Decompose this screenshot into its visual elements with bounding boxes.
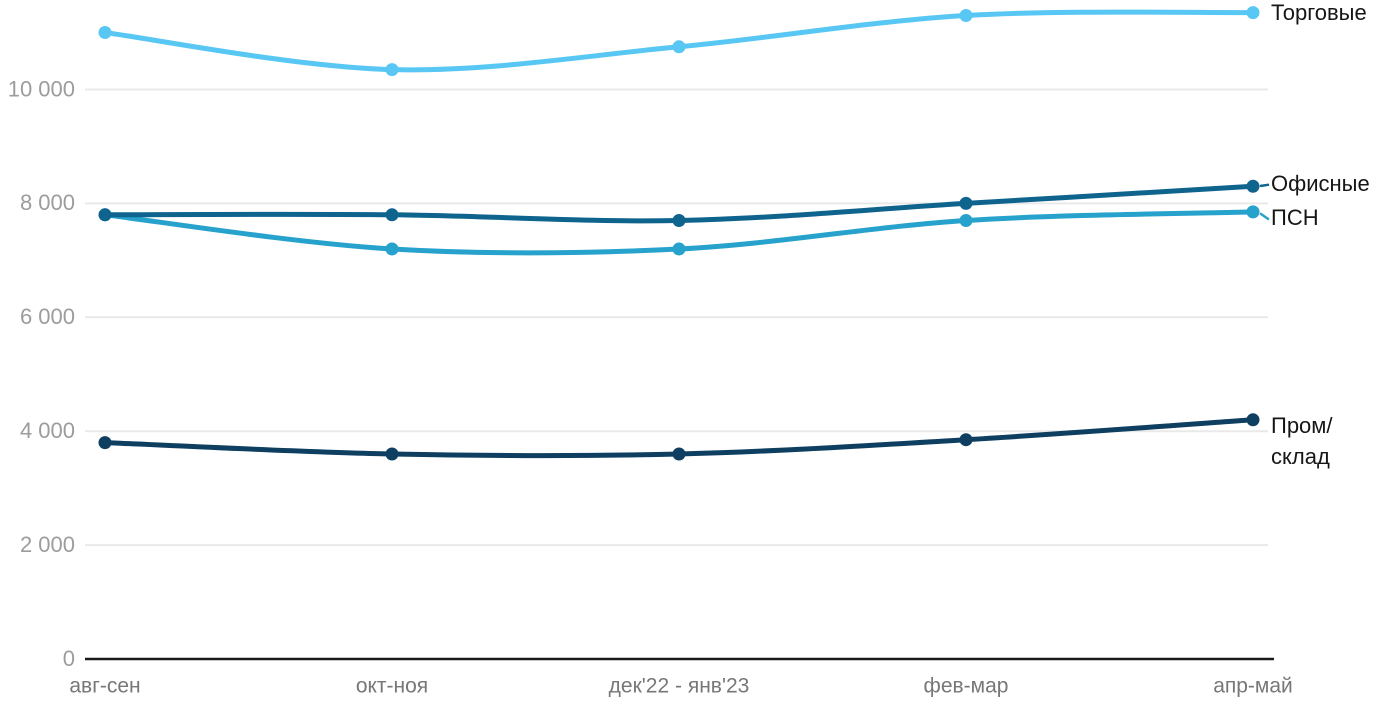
data-point-psn xyxy=(385,242,399,256)
data-point-torgovye xyxy=(1246,6,1260,20)
data-point-prom-sklad xyxy=(1246,413,1260,427)
x-tick-label: авг-сен xyxy=(69,675,140,698)
y-tick-label: 4 000 xyxy=(20,418,75,443)
x-tick-label: дек'22 - янв'23 xyxy=(609,675,750,698)
data-point-prom-sklad xyxy=(672,447,686,461)
data-point-prom-sklad xyxy=(98,436,112,450)
data-point-psn xyxy=(1246,205,1260,219)
x-tick-label: фев-мар xyxy=(924,675,1009,698)
data-point-psn xyxy=(672,242,686,256)
x-tick-label: окт-ноя xyxy=(356,675,428,698)
data-point-torgovye xyxy=(672,40,686,54)
series-label-ofisnye: Офисные xyxy=(1271,171,1370,196)
label-leader-dash-psn xyxy=(1259,212,1270,221)
series-label-prom-sklad: Пром/склад xyxy=(1271,413,1333,469)
y-tick-label: 0 xyxy=(63,646,75,671)
y-tick-label: 6 000 xyxy=(20,304,75,329)
label-leader-dash-ofisnye xyxy=(1259,183,1270,188)
data-point-torgovye xyxy=(385,63,399,77)
y-tick-label: 10 000 xyxy=(8,76,75,101)
series-label-psn: ПСН xyxy=(1271,205,1319,230)
data-point-prom-sklad xyxy=(385,447,399,461)
data-point-prom-sklad xyxy=(959,433,973,447)
data-point-torgovye xyxy=(98,26,112,39)
data-point-ofisnye xyxy=(959,196,973,210)
y-tick-label: 2 000 xyxy=(20,532,75,557)
x-tick-label: апр-май xyxy=(1213,675,1293,698)
data-point-ofisnye xyxy=(98,208,112,222)
data-point-ofisnye xyxy=(1246,179,1260,193)
data-point-psn xyxy=(959,214,973,227)
y-tick-label: 8 000 xyxy=(20,190,75,215)
series-label-torgovye: Торговые xyxy=(1271,0,1367,25)
data-point-ofisnye xyxy=(385,208,399,222)
data-point-ofisnye xyxy=(672,214,686,227)
data-point-torgovye xyxy=(959,9,973,22)
